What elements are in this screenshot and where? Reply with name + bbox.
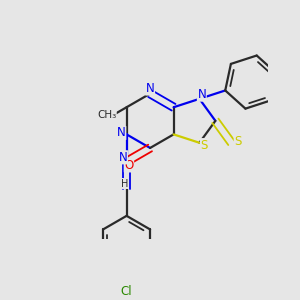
Text: H: H — [121, 178, 128, 188]
Text: S: S — [200, 139, 208, 152]
Text: O: O — [124, 159, 134, 172]
Text: CH₃: CH₃ — [97, 110, 116, 120]
Text: N: N — [117, 127, 126, 140]
Text: N: N — [119, 151, 128, 164]
Text: S: S — [234, 135, 242, 148]
Text: Cl: Cl — [121, 285, 132, 298]
Text: N: N — [197, 88, 206, 101]
Text: N: N — [146, 82, 154, 95]
